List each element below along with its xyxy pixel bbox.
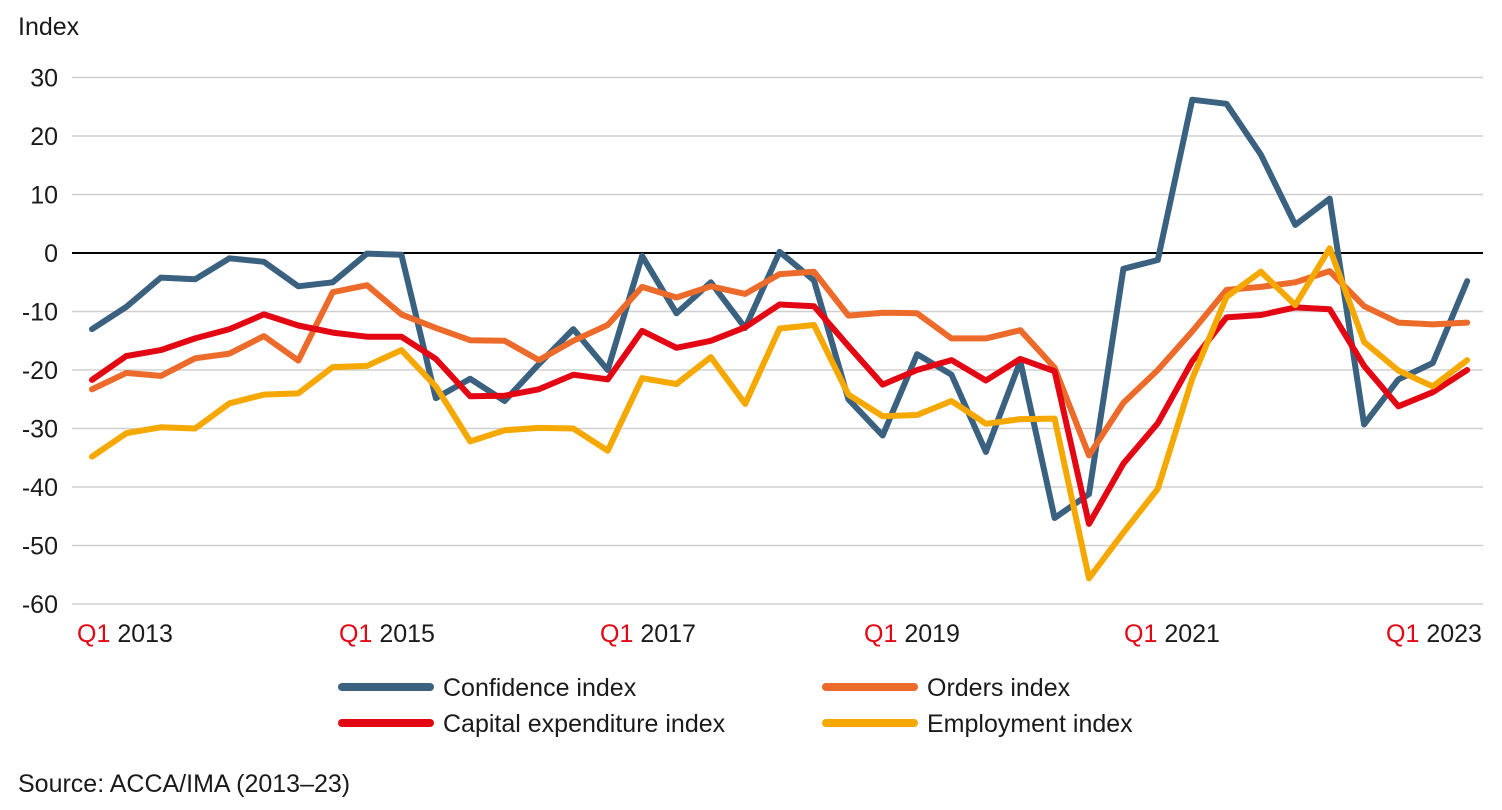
- y-tick-label: 20: [30, 123, 58, 151]
- y-tick-labels: 30 20 10 0 -10 -20 -30 -40 -50 -60: [22, 65, 58, 620]
- legend-label: Capital expenditure index: [443, 710, 726, 738]
- y-tick-label: -50: [22, 533, 58, 561]
- x-tick-quarter: Q1: [77, 620, 110, 648]
- x-tick-label: Q1 2021: [1124, 620, 1220, 648]
- x-tick-year: 2013: [110, 620, 173, 648]
- legend-label: Employment index: [927, 710, 1133, 738]
- x-tick-quarter: Q1: [600, 620, 633, 648]
- series-line-capital-expenditure-index: [89, 301, 1471, 527]
- legend-label: Confidence index: [443, 674, 637, 702]
- x-tick-labels: Q1 2013 Q1 2015 Q1 2017 Q1 2019 Q1 2021 Q1 20…: [77, 620, 1482, 648]
- x-tick-year: 2021: [1157, 620, 1220, 648]
- x-tick-year: 2017: [633, 620, 696, 648]
- x-tick-quarter: Q1: [339, 620, 372, 648]
- x-tick-year: 2019: [897, 620, 960, 648]
- y-tick-label: 0: [44, 240, 58, 268]
- x-tick-label: Q1 2015: [339, 620, 435, 648]
- y-tick-label: -60: [22, 591, 58, 619]
- y-tick-label: -10: [22, 299, 58, 327]
- y-tick-label: 30: [30, 65, 58, 93]
- legend-label: Orders index: [927, 674, 1071, 702]
- series-lines: [89, 96, 1471, 582]
- legend: Confidence index Orders index Capital expe…: [338, 674, 1133, 738]
- x-tick-label: Q1 2019: [864, 620, 960, 648]
- series-line-confidence-index: [89, 96, 1471, 521]
- x-tick-quarter: Q1: [864, 620, 897, 648]
- y-tick-label: -30: [22, 416, 58, 444]
- x-tick-year: 2023: [1419, 620, 1482, 648]
- source-note: Source: ACCA/IMA (2013–23): [18, 770, 350, 798]
- series-line-employment-index: [89, 245, 1471, 582]
- y-axis-label: Index: [18, 13, 80, 41]
- x-tick-label: Q1 2017: [600, 620, 696, 648]
- x-tick-year: 2015: [372, 620, 435, 648]
- gridlines: [72, 76, 1483, 605]
- x-tick-quarter: Q1: [1124, 620, 1157, 648]
- y-tick-label: -20: [22, 357, 58, 385]
- y-tick-label: 10: [30, 182, 58, 210]
- x-tick-label: Q1 2023: [1386, 620, 1482, 648]
- x-tick-label: Q1 2013: [77, 620, 173, 648]
- y-tick-label: -40: [22, 474, 58, 502]
- x-tick-quarter: Q1: [1386, 620, 1419, 648]
